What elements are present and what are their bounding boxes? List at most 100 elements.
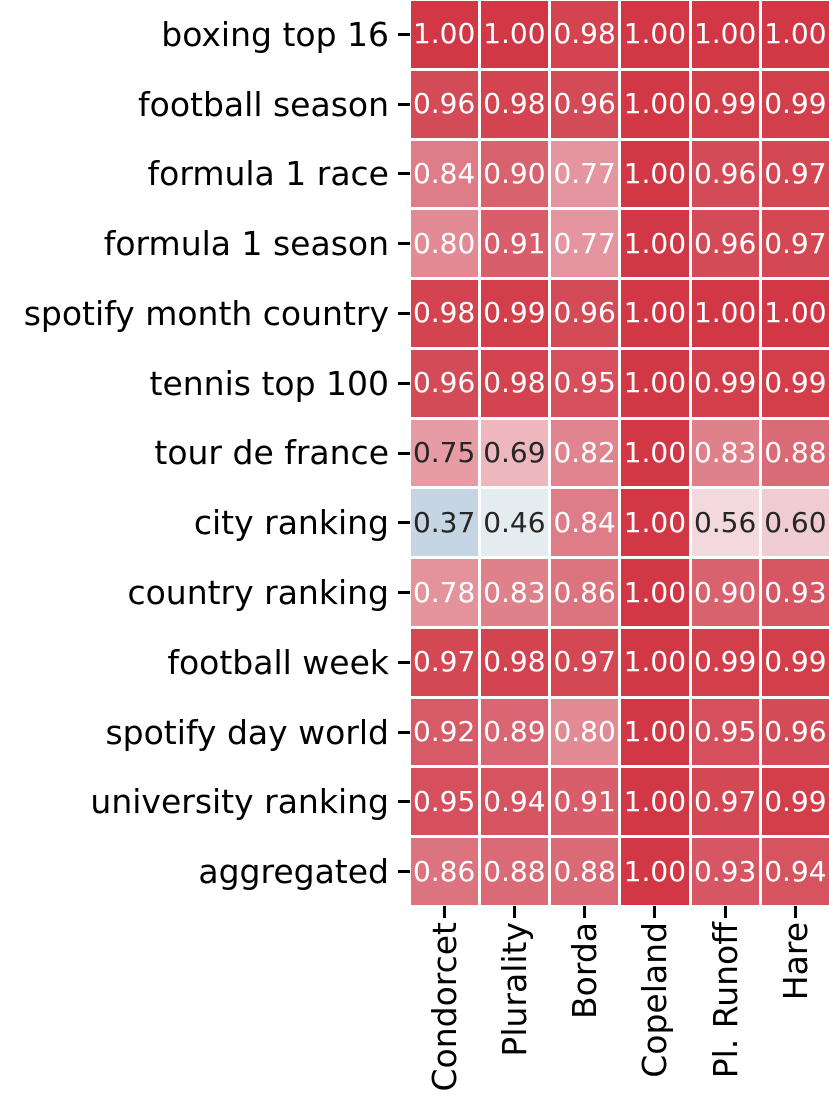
heatmap-cell: 0.89 <box>480 698 548 766</box>
heatmap-cell: 1.00 <box>621 559 689 626</box>
heatmap-cell: 0.93 <box>761 559 829 626</box>
heatmap-cell: 0.88 <box>551 838 619 905</box>
heatmap-cell: 0.77 <box>551 210 619 278</box>
heatmap-cell: 0.90 <box>691 559 759 626</box>
heatmap-cell: 0.46 <box>480 489 548 557</box>
heatmap-cell: 1.00 <box>621 1 689 68</box>
heatmap-cell: 0.96 <box>551 70 619 138</box>
heatmap-cell: 1.00 <box>621 628 689 696</box>
y-axis-label: football season <box>138 84 389 124</box>
heatmap-cell: 0.86 <box>551 559 619 626</box>
heatmap-cell: 0.91 <box>551 768 619 836</box>
y-tick-mark <box>398 172 410 176</box>
y-axis-label: city ranking <box>193 503 389 543</box>
heatmap-cell: 0.97 <box>410 628 478 696</box>
y-tick-mark <box>398 32 410 36</box>
y-tick-mark <box>398 242 410 246</box>
x-tick-mark <box>653 906 657 918</box>
x-axis-label: Pl. Runoff <box>705 922 745 1079</box>
heatmap-cell: 0.95 <box>691 698 759 766</box>
heatmap-cell: 1.00 <box>621 280 689 347</box>
x-tick-mark <box>723 906 727 918</box>
heatmap-cell: 1.00 <box>691 280 759 347</box>
heatmap-cell: 1.00 <box>621 768 689 836</box>
heatmap-cell: 0.80 <box>551 698 619 766</box>
y-axis-label: country ranking <box>127 573 389 613</box>
heatmap-cell: 0.94 <box>761 838 829 905</box>
heatmap-cell: 1.00 <box>691 1 759 68</box>
y-axis-label: formula 1 season <box>103 224 389 264</box>
y-axis-label: formula 1 race <box>147 154 389 194</box>
y-axis-label: aggregated <box>198 852 389 892</box>
heatmap-cell: 0.93 <box>691 838 759 905</box>
heatmap-cell: 1.00 <box>480 1 548 68</box>
heatmap-cell: 0.92 <box>410 698 478 766</box>
heatmap-cell: 0.91 <box>480 210 548 278</box>
x-tick-mark <box>512 906 516 918</box>
heatmap-cell: 1.00 <box>410 1 478 68</box>
heatmap-cell: 0.90 <box>480 140 548 208</box>
heatmap-cell: 1.00 <box>621 489 689 557</box>
heatmap-cell: 0.99 <box>691 628 759 696</box>
heatmap-cell: 1.00 <box>761 280 829 347</box>
x-axis-label: Condorcet <box>424 922 464 1092</box>
x-axis-label: Plurality <box>494 922 534 1057</box>
heatmap-cell: 0.98 <box>480 349 548 417</box>
heatmap-cell: 0.56 <box>691 489 759 557</box>
heatmap-cell: 0.83 <box>691 419 759 487</box>
y-axis-label: tour de france <box>154 433 389 473</box>
y-tick-mark <box>398 730 410 734</box>
heatmap-cell: 1.00 <box>621 349 689 417</box>
heatmap-cell: 0.95 <box>410 768 478 836</box>
y-tick-mark <box>398 870 410 874</box>
heatmap-cell: 0.97 <box>761 210 829 278</box>
y-axis-label: spotify day world <box>105 712 389 752</box>
heatmap-cell: 0.84 <box>410 140 478 208</box>
heatmap-cell: 0.96 <box>691 210 759 278</box>
heatmap-cell: 0.99 <box>691 70 759 138</box>
y-tick-mark <box>398 800 410 804</box>
heatmap-cell: 0.96 <box>410 349 478 417</box>
y-tick-mark <box>398 311 410 315</box>
heatmap-cell: 1.00 <box>621 698 689 766</box>
y-axis-label: university ranking <box>90 782 389 822</box>
heatmap-cell: 0.83 <box>480 559 548 626</box>
heatmap-cell: 0.75 <box>410 419 478 487</box>
y-tick-mark <box>398 591 410 595</box>
heatmap-cell: 0.96 <box>691 140 759 208</box>
heatmap-cell: 0.97 <box>691 768 759 836</box>
heatmap-cell: 0.88 <box>761 419 829 487</box>
heatmap-cell: 0.94 <box>480 768 548 836</box>
heatmap-cell: 0.60 <box>761 489 829 557</box>
heatmap-cell: 0.98 <box>480 628 548 696</box>
heatmap-cell: 1.00 <box>621 210 689 278</box>
heatmap-cell: 0.99 <box>480 280 548 347</box>
x-tick-mark <box>583 906 587 918</box>
heatmap-cell: 0.96 <box>761 698 829 766</box>
x-tick-mark <box>442 906 446 918</box>
heatmap-cell: 0.99 <box>761 349 829 417</box>
heatmap-cell: 1.00 <box>621 419 689 487</box>
y-axis-label: boxing top 16 <box>161 14 389 54</box>
heatmap-cell: 0.99 <box>691 349 759 417</box>
heatmap-cell: 1.00 <box>621 140 689 208</box>
heatmap-cell: 0.99 <box>761 628 829 696</box>
heatmap-cell: 0.98 <box>551 1 619 68</box>
heatmap-cell: 0.80 <box>410 210 478 278</box>
y-axis-label: football week <box>167 642 389 682</box>
heatmap-cell: 1.00 <box>621 70 689 138</box>
heatmap-cell: 0.37 <box>410 489 478 557</box>
heatmap-cell: 0.98 <box>410 280 478 347</box>
heatmap-cell: 1.00 <box>761 1 829 68</box>
y-tick-mark <box>398 451 410 455</box>
heatmap-cell: 0.99 <box>761 70 829 138</box>
y-axis-label: tennis top 100 <box>149 363 389 403</box>
y-tick-mark <box>398 381 410 385</box>
heatmap-cell: 0.96 <box>410 70 478 138</box>
heatmap-cell: 0.82 <box>551 419 619 487</box>
y-tick-mark <box>398 102 410 106</box>
heatmap-cell: 0.97 <box>761 140 829 208</box>
x-axis-label: Copeland <box>635 922 675 1078</box>
heatmap-cell: 0.88 <box>480 838 548 905</box>
